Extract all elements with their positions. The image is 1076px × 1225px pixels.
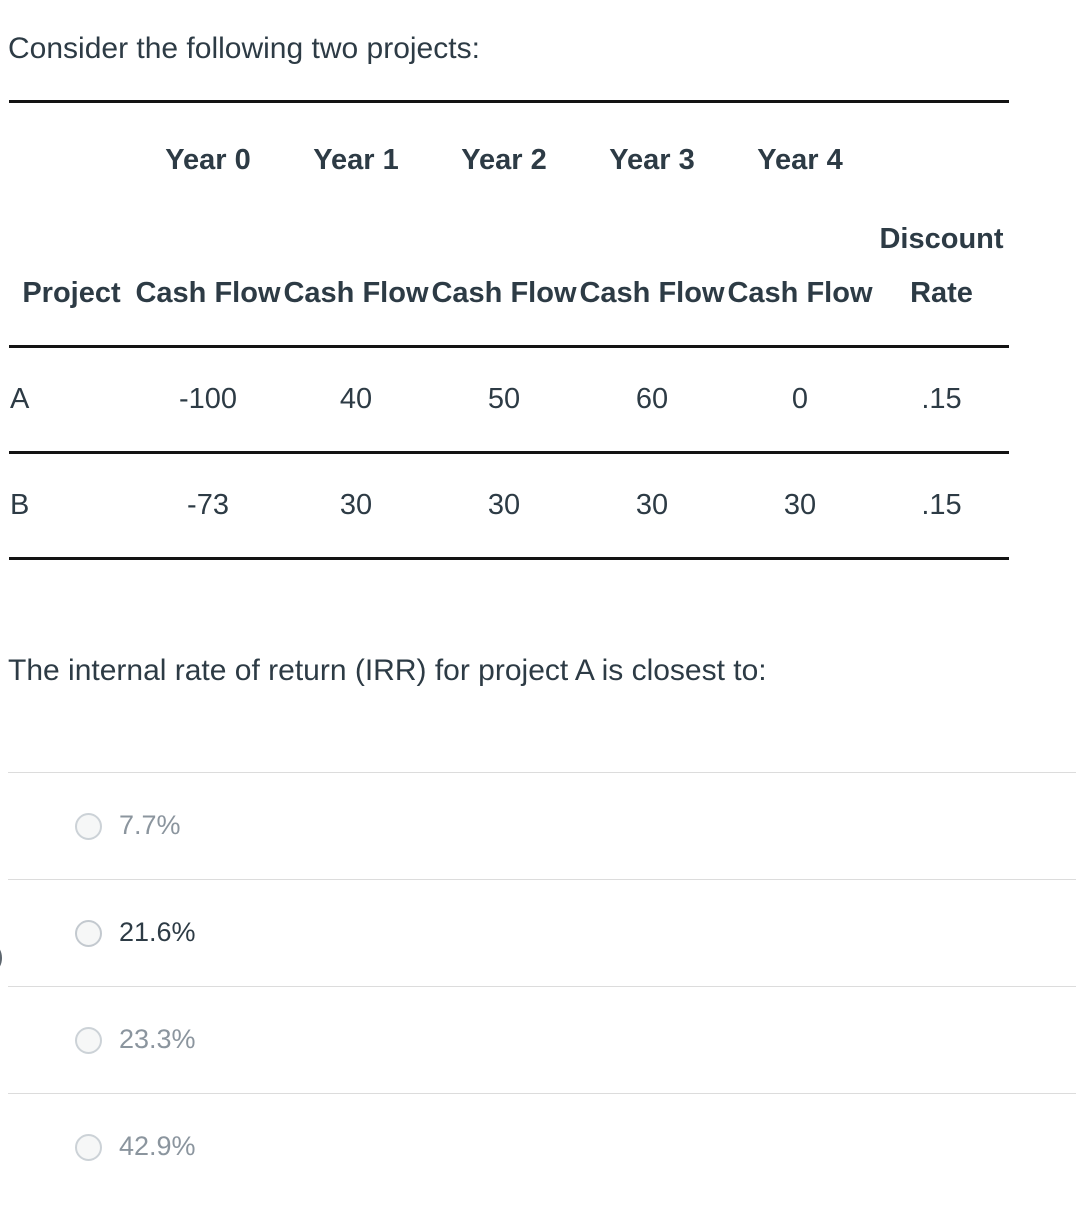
- radio-button-icon[interactable]: [75, 1026, 102, 1054]
- answer-option-4[interactable]: 42.9%: [8, 1093, 1076, 1200]
- cell-b-year1: 30: [282, 451, 430, 559]
- header-cash-flow-2: Cash Flow: [430, 212, 578, 348]
- cell-b-year0: -73: [134, 451, 282, 559]
- cell-a-year1: 40: [339, 383, 373, 415]
- question-text: The internal rate of return (IRR) for pr…: [8, 654, 767, 687]
- cell-a-year2: 50: [487, 383, 521, 415]
- project-a-label: A: [10, 383, 30, 415]
- header-year-4: Year 4: [757, 144, 843, 176]
- clipped-circle-decoration: [0, 940, 2, 976]
- answer-options-list: 7.7% 21.6% 23.3% 42.9%: [8, 772, 1076, 1200]
- answer-option-3[interactable]: 23.3%: [8, 986, 1076, 1093]
- header-spacer: [874, 102, 1009, 213]
- table-header-row-years: Year 0 Year 1 Year 2 Year 3 Year 4: [9, 102, 1009, 213]
- answer-option-label: 7.7%: [119, 809, 181, 840]
- cell-a-year3: 60: [635, 383, 669, 415]
- answer-option-2[interactable]: 21.6%: [8, 879, 1076, 986]
- table-header-row-labels: Project Cash Flow Cash Flow Cash Flow Ca…: [9, 212, 1009, 348]
- answer-option-label: 21.6%: [119, 916, 196, 947]
- cell-b-year2: 30: [430, 451, 578, 559]
- radio-button-icon[interactable]: [75, 1133, 102, 1161]
- header-spacer: [9, 102, 134, 213]
- quiz-question-page: Consider the following two projects: Yea…: [0, 31, 1076, 1200]
- cell-b-discount: .15: [874, 451, 1009, 559]
- answer-option-label: 42.9%: [119, 1130, 196, 1161]
- header-project: Project: [9, 212, 134, 348]
- table-row-project-a: A -100 40 50 60 0 .15: [9, 347, 1009, 453]
- header-cash-flow-3: Cash Flow: [578, 212, 726, 348]
- cell-a-discount: .15: [921, 383, 962, 415]
- header-year-2: Year 2: [461, 144, 547, 176]
- table-row-project-b: B -73 30 30 30 30 .15: [9, 451, 1009, 559]
- header-cash-flow-4: Cash Flow: [726, 212, 874, 348]
- header-discount-rate: Discount Rate: [874, 212, 1009, 348]
- cell-a-year0: -100: [178, 383, 238, 415]
- answer-option-1[interactable]: 7.7%: [8, 772, 1076, 879]
- cell-b-year4: 30: [726, 451, 874, 559]
- header-cash-flow-0: Cash Flow: [134, 212, 282, 348]
- project-b-label: B: [9, 451, 134, 559]
- radio-button-icon[interactable]: [75, 919, 102, 947]
- cell-b-year3: 30: [578, 451, 726, 559]
- header-year-1: Year 1: [313, 144, 399, 176]
- header-year-3: Year 3: [609, 144, 695, 176]
- question-intro-text: Consider the following two projects:: [8, 32, 480, 65]
- answer-option-label: 23.3%: [119, 1023, 196, 1054]
- radio-button-icon[interactable]: [75, 812, 102, 840]
- header-cash-flow-1: Cash Flow: [282, 212, 430, 348]
- cash-flow-table: Year 0 Year 1 Year 2 Year 3 Year 4 Proje…: [9, 100, 1009, 560]
- header-year-0: Year 0: [165, 144, 251, 176]
- cell-a-year4: 0: [791, 383, 809, 415]
